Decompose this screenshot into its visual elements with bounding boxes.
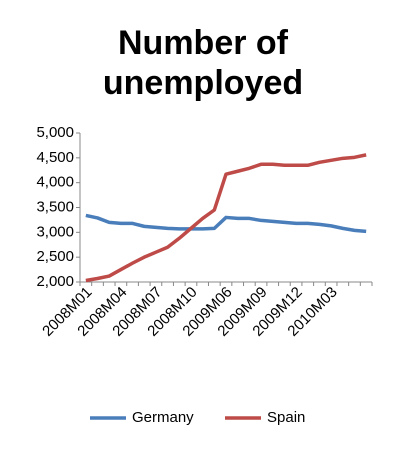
y-tick-label: 4,000 [36, 174, 74, 191]
series-line [85, 213, 367, 234]
y-tick-label: 2,500 [36, 248, 74, 265]
y-tick-label: 4,500 [36, 149, 74, 166]
y-tick-label: 2,000 [36, 273, 74, 290]
chart-title: Number of unemployed [103, 24, 303, 102]
y-tick-label: 5,000 [36, 124, 74, 141]
legend-label: Germany [132, 409, 194, 426]
legend-label: Spain [267, 409, 305, 426]
series-line [85, 153, 367, 283]
y-tick-label: 3,500 [36, 198, 74, 215]
y-tick-label: 3,000 [36, 223, 74, 240]
